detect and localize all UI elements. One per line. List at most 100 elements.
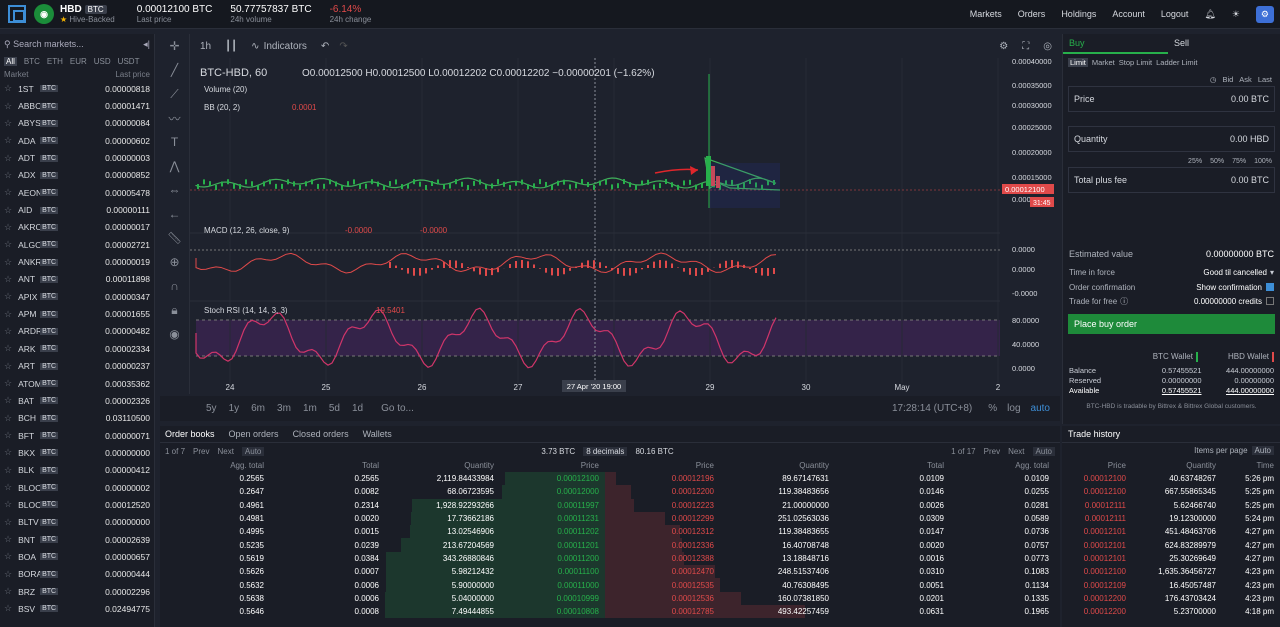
type-ladder-limit[interactable]: Ladder Limit — [1156, 58, 1198, 67]
indicators-icon[interactable]: ∿ — [251, 40, 260, 52]
eye-icon[interactable]: ◉ — [169, 327, 180, 341]
ruler-icon[interactable]: 📏︎ — [166, 231, 183, 245]
redo-icon[interactable]: ↷ — [339, 40, 348, 52]
indicators-button[interactable]: Indicators — [263, 40, 307, 52]
price-chart[interactable]: BTC-HBD, 60 O0.00012500 H0.00012500 L0.00… — [190, 58, 1060, 394]
favorite-star-icon[interactable]: ☆ — [4, 308, 13, 319]
tab-eur[interactable]: EUR — [69, 56, 87, 66]
measure-icon[interactable]: ⇔ — [168, 183, 181, 197]
favorite-star-icon[interactable]: ☆ — [4, 516, 13, 527]
favorite-star-icon[interactable]: ☆ — [4, 100, 13, 111]
tab-usd[interactable]: USD — [93, 56, 111, 66]
trendline-icon[interactable]: ╱ — [170, 63, 179, 77]
favorite-star-icon[interactable]: ☆ — [4, 586, 13, 597]
bittrex-logo-icon[interactable] — [8, 5, 26, 23]
total-field[interactable]: Total plus fee 0.00 BTC — [1068, 167, 1275, 193]
log-toggle[interactable]: log — [1007, 403, 1021, 414]
clock-icon[interactable]: ◷ — [1209, 75, 1217, 84]
market-row[interactable]: ☆ BLOC BTC 0.00000002 — [0, 479, 154, 496]
tab-order-books[interactable]: Order books — [165, 429, 215, 439]
tif-select[interactable]: Good til cancelled — [1203, 268, 1267, 277]
eye-toggle-icon[interactable]: ◎ — [1043, 40, 1052, 52]
market-row[interactable]: ☆ ART BTC 0.00000237 — [0, 358, 154, 375]
favorite-star-icon[interactable]: ☆ — [4, 482, 13, 493]
crosshair-icon[interactable]: ✛ — [169, 39, 180, 53]
market-row[interactable]: ☆ 1ST BTC 0.00000818 — [0, 80, 154, 97]
favorite-star-icon[interactable]: ☆ — [4, 568, 13, 579]
candle-type-icon[interactable]: ┃┃ — [225, 40, 238, 52]
tab-sell[interactable]: Sell — [1174, 38, 1190, 48]
favorite-star-icon[interactable]: ☆ — [4, 256, 13, 267]
favorite-star-icon[interactable]: ☆ — [4, 430, 13, 441]
nav-markets[interactable]: Markets — [969, 9, 1002, 19]
favorite-star-icon[interactable]: ☆ — [4, 117, 13, 128]
orderbook-row[interactable]: 0.4981 0.0020 17.73662186 0.00011231 0.0… — [160, 511, 1060, 526]
pct-25[interactable]: 25% — [1188, 158, 1203, 165]
ask-next[interactable]: Next — [1008, 447, 1025, 456]
orderbook-row[interactable]: 0.5632 0.0006 5.90000000 0.00011000 0.00… — [160, 578, 1060, 592]
orderbook-row[interactable]: 0.5646 0.0008 7.49444855 0.00010808 0.00… — [160, 604, 1060, 619]
favorite-star-icon[interactable]: ☆ — [4, 447, 13, 458]
type-market[interactable]: Market — [1091, 58, 1115, 67]
market-row[interactable]: ☆ ARDR BTC 0.00000482 — [0, 323, 154, 340]
market-row[interactable]: ☆ ATOM BTC 0.00035362 — [0, 375, 154, 392]
items-per-page-select[interactable]: Auto — [1251, 446, 1274, 455]
market-row[interactable]: ☆ ANKR BTC 0.00000019 — [0, 253, 154, 270]
favorite-star-icon[interactable]: ☆ — [4, 603, 13, 614]
star-icon[interactable]: ★ — [60, 15, 68, 24]
market-row[interactable]: ☆ AID BTC 0.00000111 — [0, 201, 154, 218]
market-row[interactable]: ☆ ADX BTC 0.00000852 — [0, 167, 154, 184]
confirm-checkbox[interactable] — [1266, 283, 1274, 291]
favorite-star-icon[interactable]: ☆ — [4, 325, 13, 336]
market-row[interactable]: ☆ BLOCK BTC 0.00012520 — [0, 496, 154, 513]
favorite-star-icon[interactable]: ☆ — [4, 343, 13, 354]
range-1m[interactable]: 1m — [302, 403, 317, 414]
nav-account[interactable]: Account — [1112, 9, 1145, 19]
undo-icon[interactable]: ↶ — [320, 40, 330, 52]
favorite-star-icon[interactable]: ☆ — [4, 395, 13, 406]
place-buy-order-button[interactable]: Place buy order — [1068, 314, 1275, 334]
favorite-star-icon[interactable]: ☆ — [4, 499, 13, 510]
market-row[interactable]: ☆ BLK BTC 0.00000412 — [0, 462, 154, 479]
tab-wallets[interactable]: Wallets — [362, 429, 392, 439]
market-row[interactable]: ☆ APIX BTC 0.00000347 — [0, 288, 154, 305]
tab-eth[interactable]: ETH — [46, 56, 63, 66]
tab-usdt[interactable]: USDT — [117, 56, 140, 66]
bid-next[interactable]: Next — [217, 447, 234, 456]
type-stop-limit[interactable]: Stop Limit — [1118, 58, 1153, 67]
goto-button[interactable]: Go to... — [381, 403, 414, 414]
search-input[interactable]: Search markets... — [13, 39, 84, 49]
market-row[interactable]: ☆ BRZ BTC 0.00002296 — [0, 583, 154, 600]
market-row[interactable]: ☆ ADA BTC 0.00000602 — [0, 132, 154, 149]
type-limit[interactable]: Limit — [1068, 58, 1088, 67]
favorite-star-icon[interactable]: ☆ — [4, 412, 13, 423]
market-row[interactable]: ☆ ADT BTC 0.00000003 — [0, 149, 154, 166]
favorite-star-icon[interactable]: ☆ — [4, 187, 13, 198]
pct-75[interactable]: 75% — [1232, 158, 1247, 165]
pct-50[interactable]: 50% — [1210, 158, 1225, 165]
favorite-star-icon[interactable]: ☆ — [4, 534, 13, 545]
orderbook-row[interactable]: 0.5638 0.0006 5.04000000 0.00010999 0.00… — [160, 591, 1060, 605]
lock-icon[interactable]: 🔒︎ — [171, 302, 178, 317]
back-icon[interactable]: ← — [168, 207, 181, 221]
magnet-icon[interactable]: ∩ — [170, 279, 179, 293]
zoom-icon[interactable]: ⊕ — [169, 255, 180, 269]
nav-orders[interactable]: Orders — [1017, 9, 1046, 19]
tab-open-orders[interactable]: Open orders — [228, 429, 279, 439]
auto-toggle[interactable]: auto — [1030, 403, 1050, 414]
favorite-star-icon[interactable]: ☆ — [4, 551, 13, 562]
nav-holdings[interactable]: Holdings — [1061, 9, 1097, 19]
interval-select[interactable]: 1h — [200, 40, 212, 52]
quantity-field[interactable]: Quantity 0.00 HBD — [1068, 126, 1275, 152]
range-3m[interactable]: 3m — [277, 403, 291, 414]
favorite-star-icon[interactable]: ☆ — [4, 464, 13, 475]
market-row[interactable]: ☆ BNT BTC 0.00002639 — [0, 531, 154, 548]
last-shortcut[interactable]: Last — [1257, 75, 1272, 84]
orderbook-row[interactable]: 0.5626 0.0007 5.98212432 0.00011100 0.00… — [160, 565, 1060, 579]
market-row[interactable]: ☆ ARK BTC 0.00002334 — [0, 340, 154, 357]
settings-icon[interactable]: ⚙ — [1255, 5, 1274, 23]
market-row[interactable]: ☆ ABYSS BTC 0.00000084 — [0, 115, 154, 132]
market-row[interactable]: ☆ BOA BTC 0.00000657 — [0, 548, 154, 565]
tab-all[interactable]: All — [4, 56, 17, 66]
favorite-star-icon[interactable]: ☆ — [4, 83, 13, 94]
